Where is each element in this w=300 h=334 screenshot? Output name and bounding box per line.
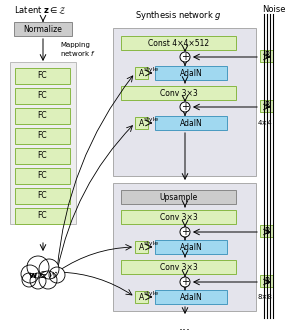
Bar	[113, 183, 256, 311]
Text: +: +	[181, 227, 189, 237]
Bar	[260, 275, 273, 287]
Bar	[155, 66, 227, 80]
Text: Noise: Noise	[262, 5, 286, 14]
Circle shape	[22, 273, 36, 287]
Bar	[135, 291, 148, 303]
Text: AdaIN: AdaIN	[180, 119, 202, 128]
Text: FC: FC	[38, 132, 47, 141]
Text: Conv 3×3: Conv 3×3	[160, 263, 197, 272]
Bar	[155, 116, 227, 130]
Bar	[260, 225, 273, 237]
Text: Conv 3×3: Conv 3×3	[160, 212, 197, 221]
Circle shape	[30, 273, 46, 289]
Text: +: +	[181, 52, 189, 62]
Text: A: A	[139, 68, 144, 77]
Text: B: B	[264, 102, 269, 111]
Text: A: A	[139, 242, 144, 252]
Text: FC: FC	[38, 92, 47, 101]
Bar	[121, 260, 236, 274]
Text: Const 4×4×512: Const 4×4×512	[148, 38, 209, 47]
Text: FC: FC	[38, 152, 47, 161]
Text: AdaIN: AdaIN	[180, 242, 202, 252]
Bar	[15, 188, 70, 204]
Circle shape	[49, 267, 65, 283]
Bar	[121, 210, 236, 224]
Bar	[15, 208, 70, 224]
Bar	[135, 117, 148, 129]
Text: +: +	[181, 277, 189, 287]
Text: Synthesis network $g$: Synthesis network $g$	[135, 8, 221, 21]
Text: A: A	[139, 293, 144, 302]
Text: style: style	[143, 67, 159, 72]
Text: +: +	[181, 102, 189, 112]
Text: A: A	[139, 119, 144, 128]
Bar	[121, 86, 236, 100]
Bar	[135, 241, 148, 253]
Text: FC: FC	[38, 191, 47, 200]
Bar	[155, 290, 227, 304]
Bar	[15, 168, 70, 184]
Circle shape	[180, 227, 190, 237]
Circle shape	[39, 271, 57, 289]
Bar	[15, 68, 70, 84]
Circle shape	[180, 277, 190, 287]
Circle shape	[39, 259, 59, 279]
Bar	[260, 50, 273, 62]
Text: Latent $\mathbf{z} \in \mathcal{Z}$: Latent $\mathbf{z} \in \mathcal{Z}$	[14, 4, 67, 16]
Bar	[10, 62, 76, 224]
Text: style: style	[143, 241, 159, 246]
Bar	[135, 67, 148, 79]
Bar	[15, 88, 70, 104]
Bar	[113, 28, 256, 176]
Bar	[121, 36, 236, 50]
Circle shape	[27, 256, 49, 278]
Text: style: style	[143, 292, 159, 297]
Text: FC: FC	[38, 71, 47, 80]
Text: FC: FC	[38, 171, 47, 180]
Bar	[155, 240, 227, 254]
Text: FC: FC	[38, 211, 47, 220]
Bar	[15, 148, 70, 164]
Bar	[15, 108, 70, 124]
Text: Normalize: Normalize	[24, 24, 62, 33]
Bar	[15, 128, 70, 144]
Text: FC: FC	[38, 112, 47, 121]
Text: ...: ...	[179, 321, 191, 334]
Text: B: B	[264, 51, 269, 60]
Circle shape	[21, 265, 39, 283]
Text: style: style	[143, 118, 159, 123]
Text: $\mathbf{w} \in \mathcal{W}$: $\mathbf{w} \in \mathcal{W}$	[28, 269, 58, 280]
Bar	[121, 190, 236, 204]
Text: Conv 3×3: Conv 3×3	[160, 89, 197, 98]
Bar	[260, 100, 273, 112]
Circle shape	[180, 52, 190, 62]
Text: 8×8: 8×8	[258, 294, 273, 300]
Circle shape	[180, 102, 190, 112]
Text: Upsample: Upsample	[159, 192, 198, 201]
Text: AdaIN: AdaIN	[180, 68, 202, 77]
Text: B: B	[264, 226, 269, 235]
Text: AdaIN: AdaIN	[180, 293, 202, 302]
Bar	[14, 22, 72, 36]
Text: Mapping
network $f$: Mapping network $f$	[60, 42, 96, 58]
Text: 4×4: 4×4	[258, 120, 273, 126]
Text: B: B	[264, 277, 269, 286]
